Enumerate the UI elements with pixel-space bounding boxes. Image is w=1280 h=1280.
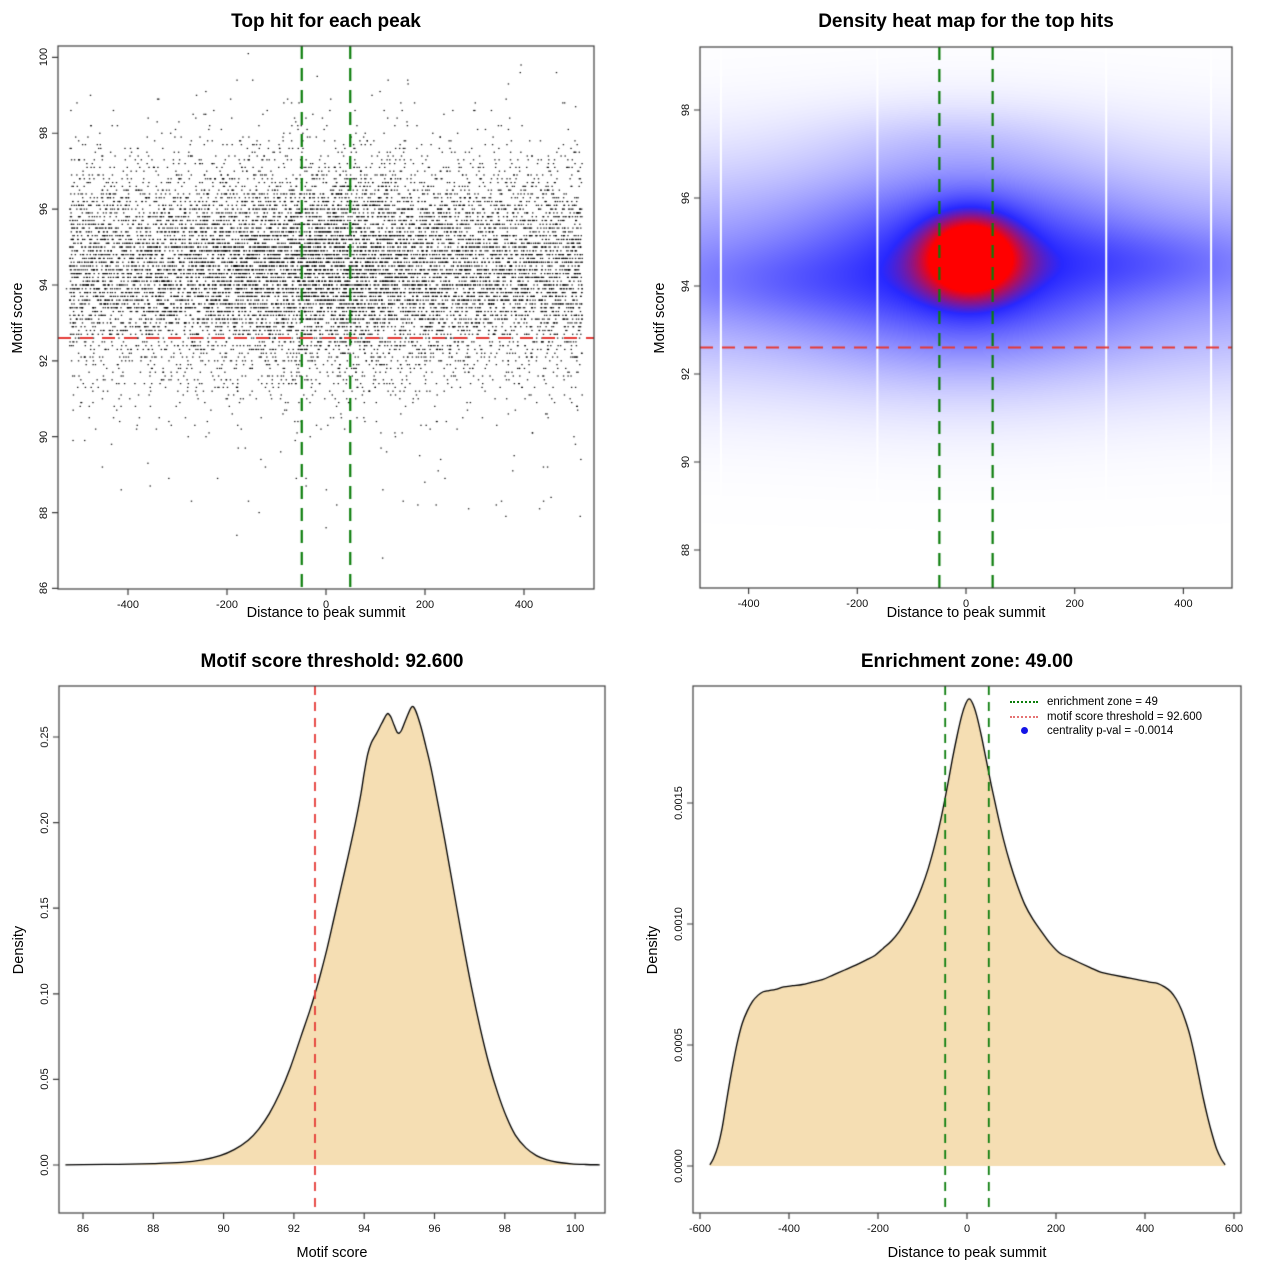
red-dotted-line-icon (1010, 715, 1038, 718)
x-axis-tick-label: 400 (514, 599, 534, 611)
legend-label: centrality p-val = -0.0014 (1047, 725, 1174, 738)
y-axis-label: Density (645, 925, 661, 974)
y-axis-tick-label: 86 (38, 582, 50, 595)
y-axis-tick-label: 94 (38, 278, 50, 292)
x-axis-tick-label: 88 (147, 1223, 160, 1235)
y-axis-tick-label: 0.0015 (673, 786, 685, 820)
y-axis-tick-label: 0.0010 (673, 907, 685, 941)
panel-density-heatmap: Density heat map for the top hits Distan… (640, 0, 1280, 640)
x-axis-tick-label: 92 (287, 1223, 301, 1235)
x-axis-tick-label: 400 (1174, 598, 1193, 610)
y-axis-label: Density (11, 925, 27, 974)
y-axis-tick-label: 0.0000 (673, 1149, 685, 1183)
y-axis-label: Motif score (10, 282, 26, 353)
x-axis-tick-label: 200 (1065, 598, 1084, 610)
chart-title: Enrichment zone: 49.00 (860, 651, 1074, 672)
x-axis-tick-label: -600 (688, 1223, 712, 1235)
x-axis-label: Distance to peak summit (886, 605, 1046, 621)
legend: enrichment zone = 49 motif score thresho… (1010, 695, 1202, 739)
x-axis-label: Distance to peak summit (887, 1245, 1047, 1261)
y-axis-label: Motif score (652, 282, 668, 353)
x-axis-label: Distance to peak summit (246, 605, 406, 621)
y-axis-tick-label: 0.05 (39, 1068, 51, 1091)
y-axis-tick-label: 90 (38, 430, 50, 443)
x-axis-tick-label: 86 (76, 1223, 90, 1235)
top-hit-scatter-canvas (0, 0, 640, 640)
y-axis-tick-label: 96 (680, 191, 692, 205)
x-axis-tick-label: 600 (1224, 1223, 1244, 1235)
motif-score-density-canvas (0, 640, 640, 1280)
panel-top-hit-scatter: Top hit for each peak Distance to peak s… (0, 0, 640, 640)
x-axis-tick-label: 400 (1135, 1223, 1155, 1235)
legend-item-score-threshold: motif score threshold = 92.600 (1010, 710, 1202, 725)
x-axis-tick-label: -400 (777, 1223, 801, 1235)
y-axis-tick-label: 0.15 (39, 897, 51, 919)
legend-label: enrichment zone = 49 (1047, 696, 1158, 709)
x-axis-tick-label: 0 (962, 598, 970, 610)
y-axis-tick-label: 0.25 (39, 726, 51, 748)
x-axis-tick-label: 94 (358, 1223, 371, 1235)
y-axis-tick-label: 88 (680, 543, 692, 557)
x-axis-tick-label: 96 (428, 1223, 441, 1235)
green-dotted-line-icon (1010, 701, 1038, 704)
y-axis-tick-label: 94 (680, 279, 692, 293)
x-axis-tick-label: -400 (116, 599, 140, 611)
legend-item-enrichment-zone: enrichment zone = 49 (1010, 695, 1202, 710)
y-axis-tick-label: 0.0005 (673, 1028, 685, 1062)
y-axis-tick-label: 98 (38, 127, 50, 140)
x-axis-tick-label: -400 (737, 598, 760, 610)
y-axis-tick-label: 0.20 (39, 811, 51, 834)
chart-title: Density heat map for the top hits (818, 11, 1114, 32)
x-axis-tick-label: 0 (322, 599, 330, 611)
x-axis-tick-label: 90 (217, 1223, 230, 1235)
y-axis-tick-label: 90 (680, 455, 692, 469)
x-axis-tick-label: 200 (1046, 1223, 1066, 1235)
blue-dot-icon (1010, 727, 1038, 735)
legend-label: motif score threshold = 92.600 (1047, 710, 1203, 723)
x-axis-tick-label: -200 (846, 598, 869, 610)
x-axis-tick-label: 100 (565, 1223, 585, 1235)
distance-density-canvas (640, 640, 1280, 1280)
x-axis-tick-label: 200 (415, 599, 435, 611)
x-axis-tick-label: 98 (498, 1223, 511, 1235)
y-axis-tick-label: 88 (38, 506, 50, 519)
density-heatmap-canvas (640, 0, 1280, 640)
x-axis-tick-label: 0 (963, 1223, 971, 1235)
x-axis-label: Motif score (296, 1245, 368, 1261)
panel-motif-score-density: Motif score threshold: 92.600 Motif scor… (0, 640, 640, 1280)
y-axis-tick-label: 0.10 (39, 983, 51, 1005)
chart-title: Top hit for each peak (231, 11, 421, 32)
x-axis-tick-label: -200 (215, 599, 239, 611)
y-axis-tick-label: 0.00 (39, 1154, 51, 1176)
panel-distance-density: Enrichment zone: 49.00 Distance to peak … (640, 640, 1280, 1280)
y-axis-tick-label: 100 (38, 48, 50, 67)
x-axis-tick-label: -200 (866, 1223, 890, 1235)
y-axis-tick-label: 96 (38, 202, 50, 216)
legend-item-centrality-pval: centrality p-val = -0.0014 (1010, 724, 1202, 739)
y-axis-tick-label: 92 (680, 367, 692, 381)
y-axis-tick-label: 98 (680, 103, 692, 117)
y-axis-tick-label: 92 (38, 354, 50, 367)
chart-title: Motif score threshold: 92.600 (200, 651, 464, 672)
